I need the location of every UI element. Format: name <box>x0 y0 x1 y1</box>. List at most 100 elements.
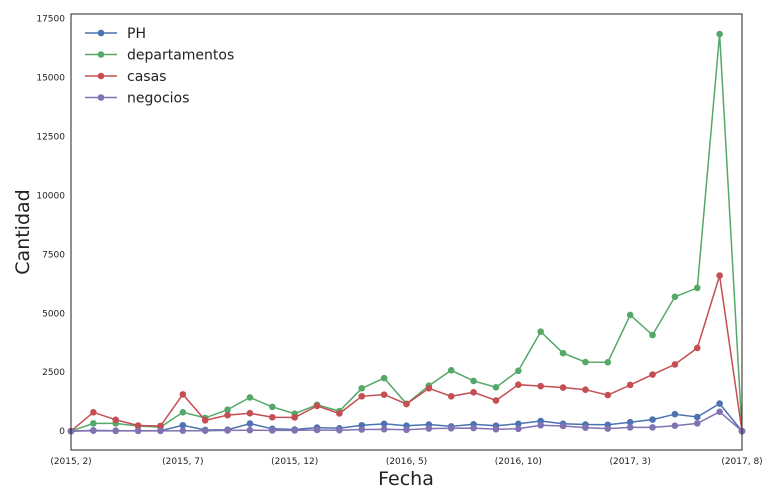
legend-label-casas: casas <box>127 69 166 85</box>
x-tick-label: (2016, 10) <box>495 457 542 467</box>
data-point-negocios <box>336 426 343 434</box>
data-point-negocios <box>537 421 544 429</box>
data-point-negocios <box>291 427 298 434</box>
data-point-negocios <box>671 422 679 430</box>
data-point-PH <box>671 410 679 418</box>
y-tick-label: 2500 <box>42 368 65 378</box>
data-point-casas <box>537 382 544 390</box>
data-point-casas <box>291 414 298 421</box>
data-point-negocios <box>492 425 500 433</box>
data-point-casas <box>693 344 701 352</box>
data-point-casas <box>492 397 500 404</box>
data-point-casas <box>515 381 522 389</box>
data-point-negocios <box>425 425 433 432</box>
y-tick-label: 15000 <box>36 74 65 84</box>
data-point-departamentos <box>515 367 522 375</box>
data-point-negocios <box>515 425 522 433</box>
x-tick-label: (2016, 5) <box>386 457 427 467</box>
data-point-casas <box>649 371 656 378</box>
y-tick-label: 17500 <box>36 15 65 25</box>
data-point-PH <box>246 420 254 427</box>
data-point-negocios <box>246 426 254 434</box>
data-point-casas <box>157 422 164 430</box>
legend-marker-negocios <box>97 94 105 101</box>
x-tick-label: (2017, 3) <box>609 457 650 467</box>
data-point-negocios <box>134 427 142 435</box>
legend-marker-PH <box>97 29 105 37</box>
legend-label-PH: PH <box>127 26 146 42</box>
y-axis-label: Cantidad <box>12 189 34 274</box>
data-point-negocios <box>90 427 97 434</box>
data-point-departamentos <box>246 394 254 401</box>
x-tick-label: (2015, 12) <box>271 457 318 467</box>
data-point-casas <box>179 391 187 398</box>
data-point-negocios <box>224 427 231 434</box>
data-point-PH <box>515 420 522 428</box>
data-point-departamentos <box>492 384 500 391</box>
legend-label-negocios: negocios <box>127 91 189 107</box>
data-point-departamentos <box>671 293 679 301</box>
y-tick-label: 10000 <box>36 191 65 201</box>
data-point-casas <box>604 391 612 399</box>
data-point-casas <box>269 413 276 421</box>
data-point-casas <box>447 392 455 400</box>
data-point-negocios <box>693 420 701 427</box>
plot-frame <box>70 13 743 451</box>
data-point-departamentos <box>559 349 567 357</box>
x-tick-label: (2015, 2) <box>50 457 91 467</box>
data-point-departamentos <box>269 403 276 411</box>
data-point-casas <box>403 400 410 408</box>
data-point-casas <box>246 409 254 417</box>
data-point-casas <box>313 402 321 410</box>
data-point-casas <box>358 392 366 400</box>
data-point-departamentos <box>179 408 187 416</box>
y-tick-label: 5000 <box>42 309 65 319</box>
data-point-casas <box>470 388 477 396</box>
data-point-negocios <box>716 408 723 416</box>
data-point-negocios <box>582 424 589 431</box>
data-point-negocios <box>201 427 209 434</box>
data-point-casas <box>559 384 567 391</box>
data-point-PH <box>693 413 701 421</box>
data-point-casas <box>201 417 209 424</box>
data-point-departamentos <box>716 30 723 38</box>
legend-label-departamentos: departamentos <box>127 48 234 64</box>
data-point-casas <box>112 416 120 424</box>
y-tick-label: 0 <box>59 427 65 437</box>
data-point-PH <box>716 400 723 407</box>
y-tick-label: 7500 <box>42 250 65 260</box>
data-point-departamentos <box>470 377 477 385</box>
legend-marker-departamentos <box>97 51 105 58</box>
data-point-casas <box>671 361 679 368</box>
data-point-casas <box>134 422 142 429</box>
data-point-negocios <box>313 426 321 434</box>
data-point-negocios <box>403 426 410 434</box>
legend-marker-casas <box>97 72 105 80</box>
data-point-negocios <box>649 424 656 431</box>
data-point-casas <box>626 381 634 389</box>
data-point-negocios <box>179 427 187 434</box>
data-point-PH <box>626 418 634 426</box>
x-tick-label: (2017, 8) <box>721 457 762 467</box>
data-point-departamentos <box>380 374 388 382</box>
data-point-negocios <box>559 422 567 430</box>
data-point-departamentos <box>626 311 634 319</box>
x-tick-label: (2015, 7) <box>162 457 203 467</box>
data-point-negocios <box>447 425 455 432</box>
data-point-casas <box>90 408 97 416</box>
data-point-departamentos <box>693 284 701 292</box>
data-point-departamentos <box>358 384 366 392</box>
data-point-departamentos <box>537 328 544 335</box>
data-point-casas <box>380 391 388 398</box>
data-point-negocios <box>112 427 120 435</box>
data-point-casas <box>224 411 231 419</box>
data-point-negocios <box>604 425 612 432</box>
y-axis-ticks: 0 2500 5000 7500 10000 12500 15000 17500 <box>36 15 65 437</box>
data-point-casas <box>425 384 433 392</box>
data-point-casas <box>716 272 723 279</box>
x-axis-label: Fecha <box>378 468 434 490</box>
y-tick-label: 12500 <box>36 133 65 143</box>
data-point-negocios <box>358 426 366 433</box>
data-point-departamentos <box>604 359 612 366</box>
